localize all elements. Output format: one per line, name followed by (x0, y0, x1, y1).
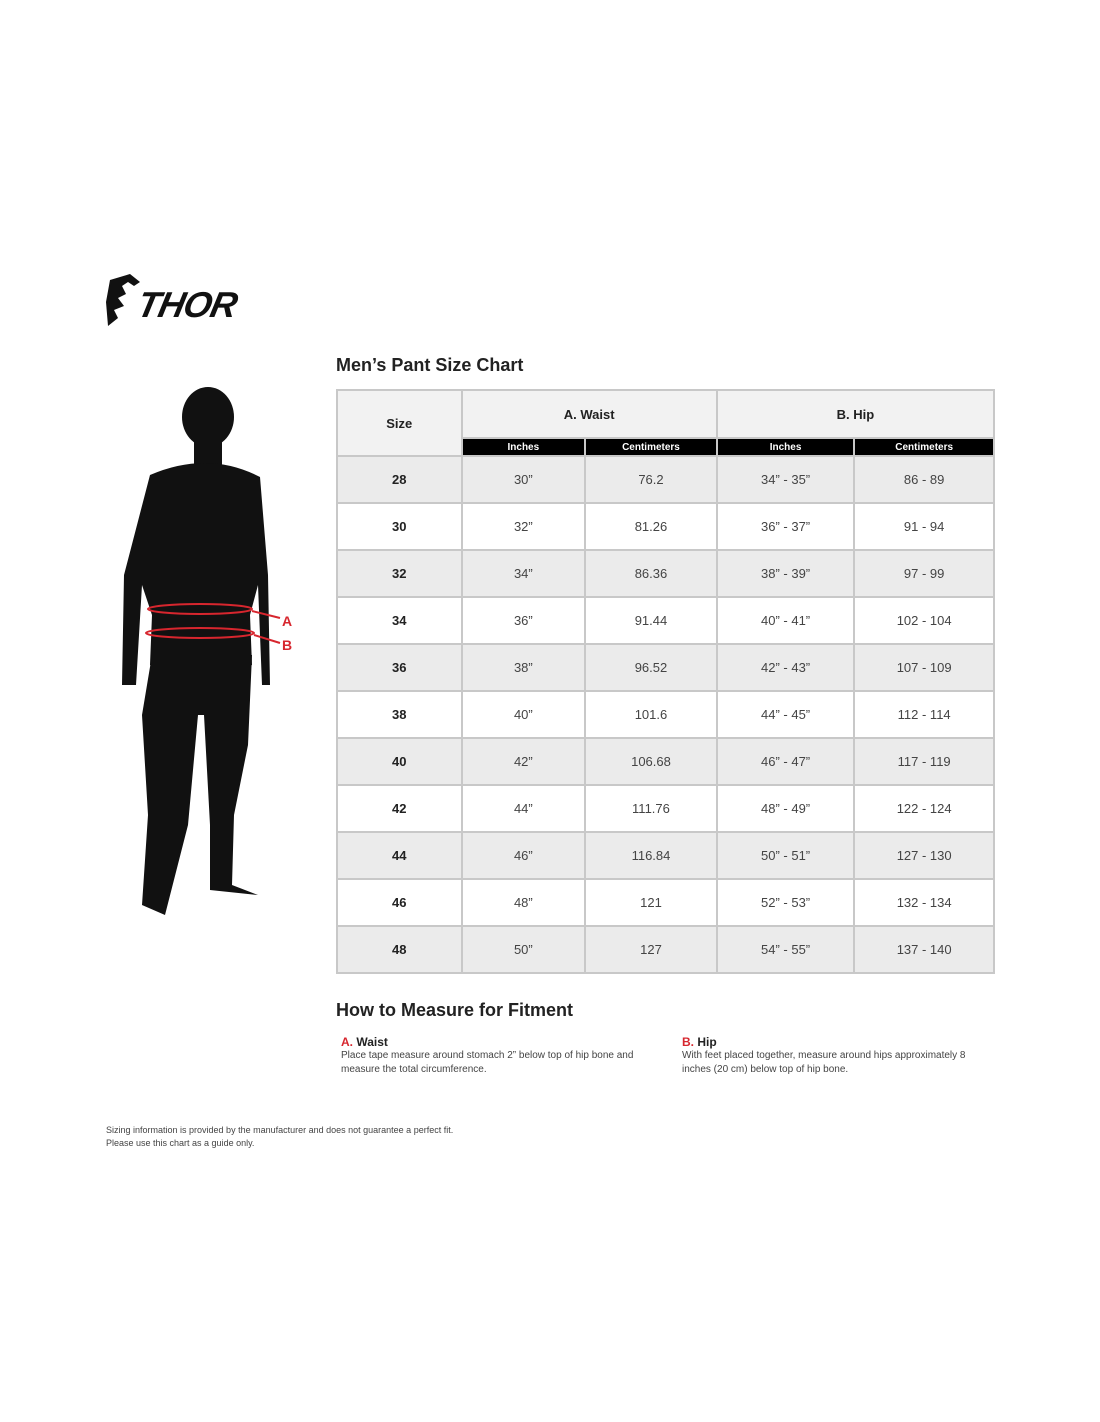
hip-inches-cell: 44” - 45” (715, 690, 856, 739)
size-cell: 28 (336, 455, 463, 504)
waist-label: Waist (353, 1035, 388, 1049)
waist-cm-cell: 106.68 (584, 737, 718, 786)
waist-cm-cell: 111.76 (584, 784, 718, 833)
logo-text: THOR (133, 284, 241, 325)
hip-inches-cell: 50” - 51” (715, 831, 856, 880)
waist-line (147, 603, 253, 615)
hip-letter: B. (682, 1035, 694, 1049)
hip-cm-cell: 91 - 94 (853, 502, 995, 551)
hip-cm-cell: 112 - 114 (853, 690, 995, 739)
waist-inches-cell: 40” (460, 690, 587, 739)
size-cell: 48 (336, 925, 463, 974)
waist-header: A. Waist (460, 389, 718, 439)
waist-inches-cell: 50” (460, 925, 587, 974)
size-cell: 38 (336, 690, 463, 739)
size-cell: 30 (336, 502, 463, 551)
waist-cm-cell: 127 (584, 925, 718, 974)
waist-cm-cell: 96.52 (584, 643, 718, 692)
marker-b: B (282, 637, 292, 653)
table-row: 46 48” 121 52” - 53” 132 - 134 (336, 878, 995, 927)
body-silhouette: A B (122, 387, 292, 915)
hip-cm-cell: 97 - 99 (853, 549, 995, 598)
hip-inches-cell: 42” - 43” (715, 643, 856, 692)
hip-cm-cell: 86 - 89 (853, 455, 995, 504)
waist-instructions: A. Waist Place tape measure around stoma… (341, 1035, 641, 1077)
waist-inches-cell: 38” (460, 643, 587, 692)
hip-inches-cell: 38” - 39” (715, 549, 856, 598)
hip-text: With feet placed together, measure aroun… (682, 1050, 966, 1075)
hip-inches-cell: 34” - 35” (715, 455, 856, 504)
hip-inches-header: Inches (715, 437, 856, 457)
waist-inches-cell: 44” (460, 784, 587, 833)
hip-cm-cell: 132 - 134 (853, 878, 995, 927)
table-row: 48 50” 127 54” - 55” 137 - 140 (336, 925, 995, 974)
page-title: Men’s Pant Size Chart (336, 355, 524, 375)
table-row: 32 34” 86.36 38” - 39” 97 - 99 (336, 549, 995, 598)
table-row: 30 32” 81.26 36” - 37” 91 - 94 (336, 502, 995, 551)
hip-cm-cell: 107 - 109 (853, 643, 995, 692)
waist-text: Place tape measure around stomach 2” bel… (341, 1050, 634, 1075)
hip-label: Hip (694, 1035, 717, 1049)
size-cell: 46 (336, 878, 463, 927)
disclaimer: Sizing information is provided by the ma… (106, 1124, 453, 1150)
hip-inches-cell: 36” - 37” (715, 502, 856, 551)
waist-cm-cell: 121 (584, 878, 718, 927)
hip-cm-cell: 137 - 140 (853, 925, 995, 974)
size-cell: 34 (336, 596, 463, 645)
waist-cm-cell: 116.84 (584, 831, 718, 880)
marker-a: A (282, 613, 292, 629)
waist-inches-cell: 46” (460, 831, 587, 880)
waist-inches-cell: 30” (460, 455, 587, 504)
hip-header: B. Hip (715, 389, 996, 439)
size-table: Size A. Waist B. Hip Inches Centimeters … (336, 389, 996, 974)
hip-cm-header: Centimeters (853, 437, 995, 457)
table-row: 36 38” 96.52 42” - 43” 107 - 109 (336, 643, 995, 692)
hip-inches-cell: 46” - 47” (715, 737, 856, 786)
waist-cm-cell: 86.36 (584, 549, 718, 598)
waist-cm-cell: 101.6 (584, 690, 718, 739)
hip-inches-cell: 52” - 53” (715, 878, 856, 927)
waist-cm-cell: 76.2 (584, 455, 718, 504)
size-cell: 36 (336, 643, 463, 692)
hip-instructions: B. Hip With feet placed together, measur… (682, 1035, 982, 1077)
hip-inches-cell: 48” - 49” (715, 784, 856, 833)
table-row: 34 36” 91.44 40” - 41” 102 - 104 (336, 596, 995, 645)
waist-inches-cell: 32” (460, 502, 587, 551)
size-cell: 40 (336, 737, 463, 786)
waist-cm-header: Centimeters (584, 437, 718, 457)
size-cell: 44 (336, 831, 463, 880)
waist-cm-cell: 81.26 (584, 502, 718, 551)
hip-line (145, 627, 255, 639)
table-row: 28 30” 76.2 34” - 35” 86 - 89 (336, 455, 995, 504)
waist-inches-header: Inches (460, 437, 587, 457)
thor-logo: THOR (104, 272, 264, 328)
table-row: 38 40” 101.6 44” - 45” 112 - 114 (336, 690, 995, 739)
size-cell: 32 (336, 549, 463, 598)
hip-cm-cell: 117 - 119 (853, 737, 995, 786)
disclaimer-line2: Please use this chart as a guide only. (106, 1138, 255, 1148)
table-row: 42 44” 111.76 48” - 49” 122 - 124 (336, 784, 995, 833)
hip-cm-cell: 122 - 124 (853, 784, 995, 833)
table-row: 44 46” 116.84 50” - 51” 127 - 130 (336, 831, 995, 880)
hip-cm-cell: 127 - 130 (853, 831, 995, 880)
size-cell: 42 (336, 784, 463, 833)
size-header: Size (336, 389, 463, 457)
waist-inches-cell: 34” (460, 549, 587, 598)
waist-cm-cell: 91.44 (584, 596, 718, 645)
hip-inches-cell: 54” - 55” (715, 925, 856, 974)
helmet-icon (106, 274, 140, 326)
hip-inches-cell: 40” - 41” (715, 596, 856, 645)
waist-inches-cell: 36” (460, 596, 587, 645)
table-row: 40 42” 106.68 46” - 47” 117 - 119 (336, 737, 995, 786)
hip-cm-cell: 102 - 104 (853, 596, 995, 645)
waist-inches-cell: 48” (460, 878, 587, 927)
waist-inches-cell: 42” (460, 737, 587, 786)
howto-title: How to Measure for Fitment (336, 1000, 574, 1020)
waist-letter: A. (341, 1035, 353, 1049)
disclaimer-line1: Sizing information is provided by the ma… (106, 1125, 454, 1135)
